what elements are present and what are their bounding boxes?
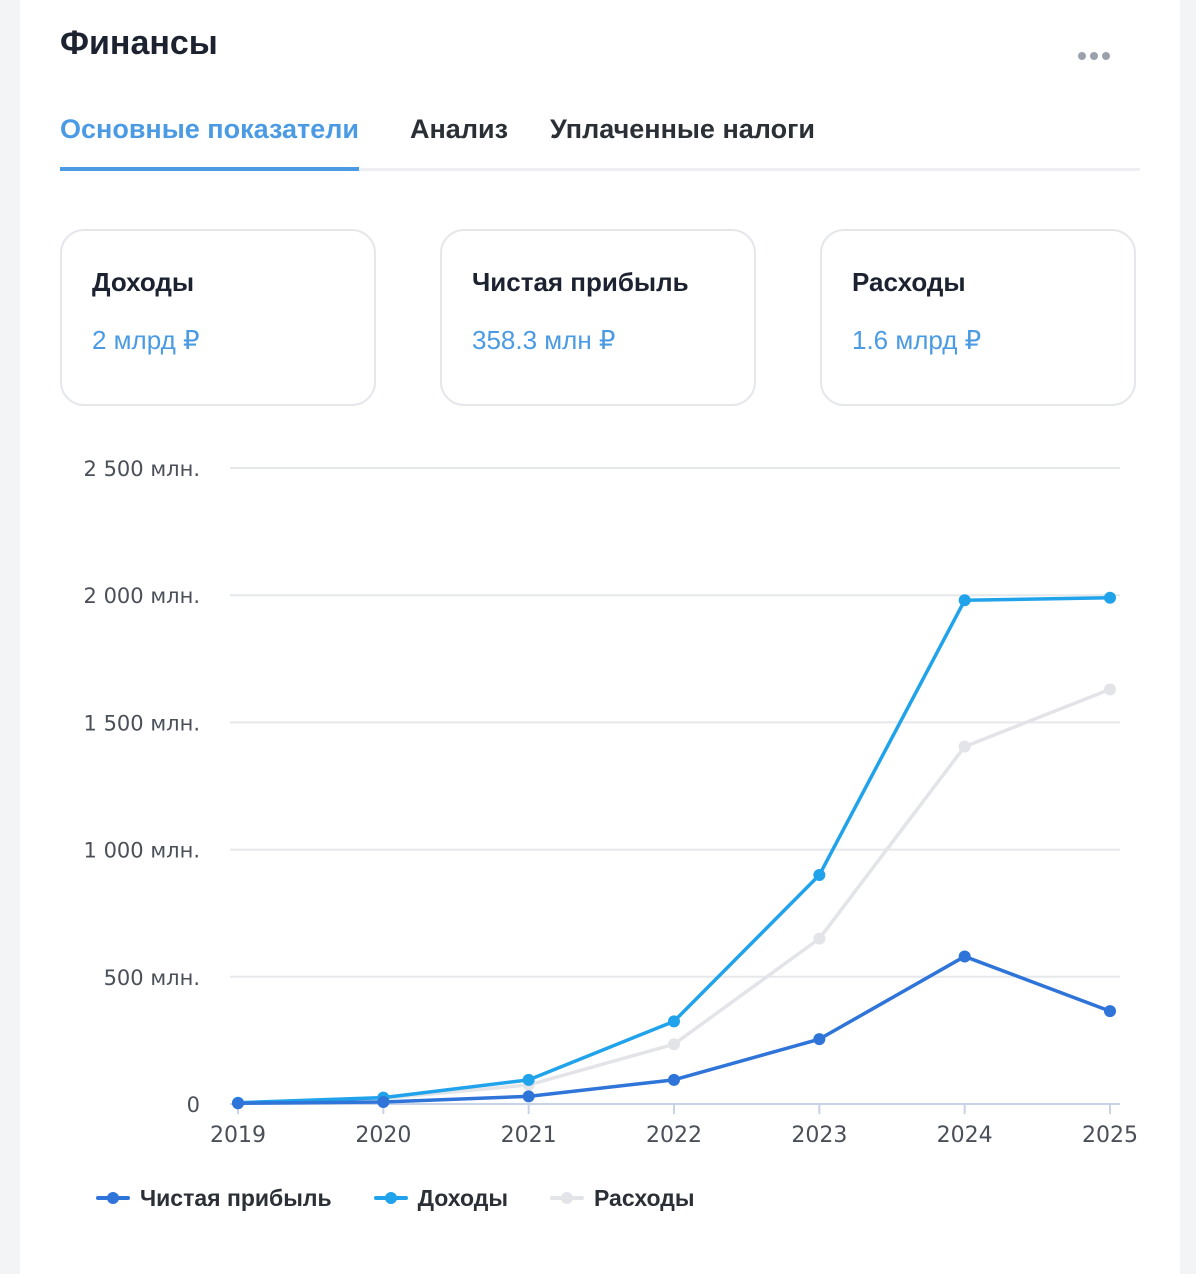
x-tick-label: 2020 xyxy=(355,1123,411,1148)
expenses-card: Расходы 1.6 млрд ₽ xyxy=(820,229,1136,406)
net-profit-card: Чистая прибыль 358.3 млн ₽ xyxy=(440,229,756,406)
card-label: Чистая прибыль xyxy=(472,267,689,297)
data-point[interactable] xyxy=(522,1073,535,1086)
chart-legend: Чистая прибыль Доходы Расходы xyxy=(96,1180,737,1216)
y-tick-label: 0 xyxy=(187,1093,200,1117)
card-value: 1.6 млрд ₽ xyxy=(852,325,982,355)
x-tick-label: 2023 xyxy=(791,1123,847,1148)
y-tick-label: 500 млн. xyxy=(104,966,200,990)
data-point[interactable] xyxy=(813,932,826,945)
legend-label: Доходы xyxy=(417,1184,508,1211)
card-value: 358.3 млн ₽ xyxy=(472,325,616,355)
finance-panel: Финансы Основные показатели Анализ Уплач… xyxy=(20,0,1180,1274)
page-title: Финансы xyxy=(60,24,218,62)
finance-line-chart: 0 500 млн. 1 000 млн. 1 500 млн. 2 000 млн. 2… xyxy=(84,457,1138,1148)
more-dot xyxy=(1078,52,1086,60)
legend-item-net-profit[interactable]: Чистая прибыль xyxy=(96,1185,332,1212)
data-point[interactable] xyxy=(813,1033,826,1046)
x-tick-label: 2021 xyxy=(501,1123,557,1148)
legend-swatch xyxy=(96,1192,130,1204)
legend-swatch xyxy=(373,1192,408,1204)
tab-paid-taxes[interactable]: Уплаченные налоги xyxy=(550,114,815,144)
data-point[interactable] xyxy=(668,1073,680,1086)
data-point[interactable] xyxy=(958,594,971,607)
data-point[interactable] xyxy=(958,950,971,963)
more-dot xyxy=(1102,52,1110,60)
card-label: Расходы xyxy=(852,267,966,297)
tab-bar: Основные показатели Анализ Уплаченные на… xyxy=(60,108,1140,171)
more-icon[interactable] xyxy=(1078,44,1110,68)
data-point[interactable] xyxy=(668,1015,680,1028)
data-point[interactable] xyxy=(377,1095,390,1108)
data-point[interactable] xyxy=(1104,683,1116,696)
legend-swatch xyxy=(550,1192,584,1204)
tab-main-indicators[interactable]: Основные показатели xyxy=(60,114,360,171)
data-point[interactable] xyxy=(232,1097,244,1110)
y-tick-label: 2 000 млн. xyxy=(84,584,200,608)
y-tick-label: 1 500 млн. xyxy=(84,711,200,735)
data-point[interactable] xyxy=(522,1090,535,1103)
y-tick-label: 2 500 млн. xyxy=(84,457,200,481)
x-tick-label: 2024 xyxy=(937,1123,993,1148)
y-tick-label: 1 000 млн. xyxy=(84,839,200,863)
revenue-card: Доходы 2 млрд ₽ xyxy=(60,229,376,406)
tab-analysis[interactable]: Анализ xyxy=(410,114,508,144)
legend-label: Чистая прибыль xyxy=(140,1184,332,1211)
x-tick-label: 2019 xyxy=(210,1123,266,1148)
data-point[interactable] xyxy=(668,1038,680,1051)
legend-item-expenses[interactable]: Расходы xyxy=(550,1185,695,1212)
legend-label: Расходы xyxy=(594,1184,695,1211)
data-point[interactable] xyxy=(813,869,826,882)
x-tick-label: 2025 xyxy=(1082,1123,1138,1148)
x-tick-label: 2022 xyxy=(646,1123,702,1148)
card-label: Доходы xyxy=(92,267,195,297)
data-point[interactable] xyxy=(1104,591,1116,604)
data-point[interactable] xyxy=(1104,1005,1116,1018)
legend-item-revenue[interactable]: Доходы xyxy=(373,1184,508,1212)
more-dot xyxy=(1090,52,1098,60)
data-point[interactable] xyxy=(958,740,971,753)
card-value: 2 млрд ₽ xyxy=(92,325,200,355)
